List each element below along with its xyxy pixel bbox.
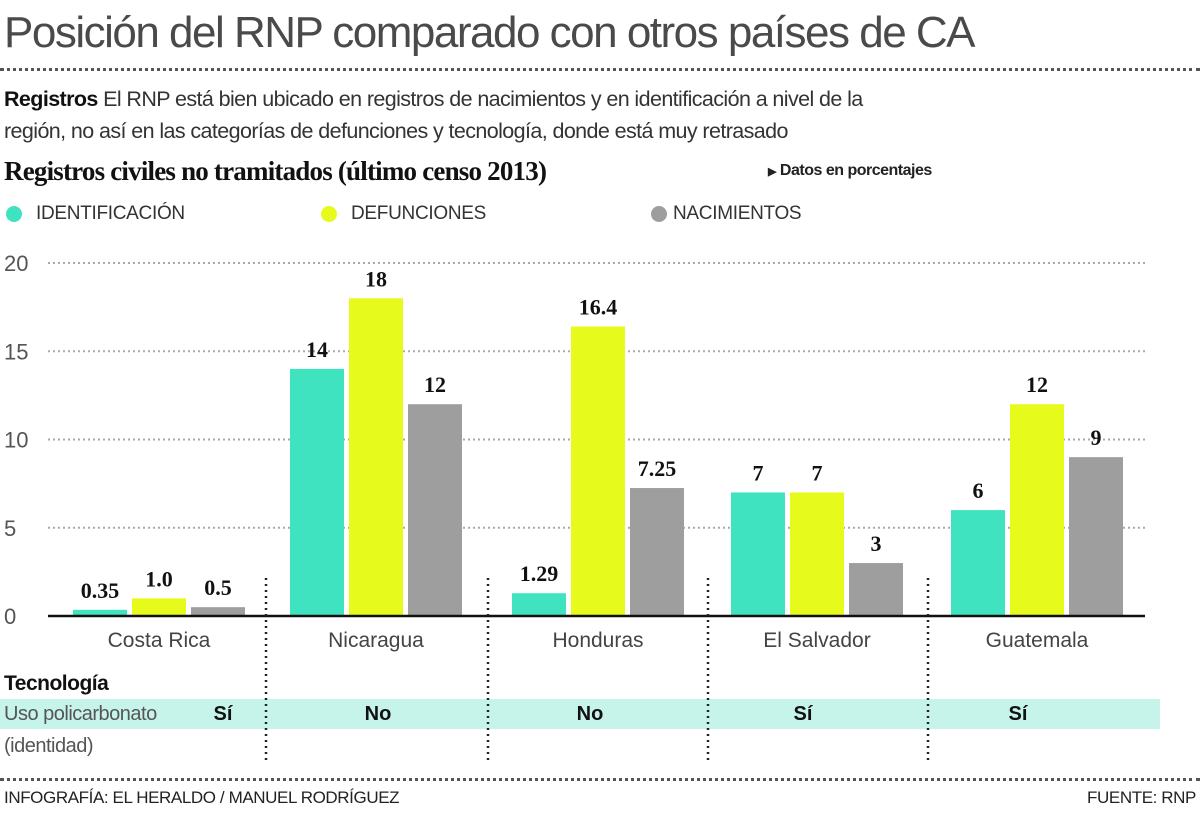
bar-identificación	[73, 609, 127, 616]
technology-label: Uso policarbonato	[4, 703, 157, 725]
credit: INFOGRAFÍA: EL HERALDO / MANUEL RODRÍGUE…	[4, 788, 400, 807]
y-tick-label: 5	[4, 516, 16, 541]
bar-identificación	[951, 510, 1005, 616]
category-label: Honduras	[552, 629, 643, 652]
data-label: 1.0	[145, 566, 173, 591]
technology-value: No	[364, 703, 392, 725]
intro-lead: Registros	[4, 87, 98, 111]
intro-text: El RNP está bien ubicado en registros de…	[97, 87, 863, 111]
legend-dot-icon	[651, 206, 667, 222]
legend-label: NACIMIENTOS	[673, 203, 802, 224]
intro-line-1: Registros El RNP está bien ubicado en re…	[4, 87, 863, 112]
legend-dot-icon	[321, 206, 337, 222]
legend-item-defunciones: DEFUNCIONES	[321, 203, 486, 225]
page-title: Posición del RNP comparado con otros paí…	[4, 8, 976, 57]
data-label: 12	[1026, 372, 1048, 397]
category-label: Nicaragua	[328, 629, 424, 652]
technology-label-sub: (identidad)	[4, 735, 94, 757]
data-label: 0.5	[204, 575, 232, 600]
legend-item-identificacion: IDENTIFICACIÓN	[6, 203, 185, 225]
bar-defunciones	[349, 298, 403, 616]
bar-identificación	[512, 593, 566, 616]
unit-note-text: Datos en porcentajes	[779, 162, 932, 179]
data-label: 9	[1091, 425, 1102, 450]
data-label: 7	[753, 460, 764, 485]
intro-line-2: región, no así en las categorías de defu…	[4, 119, 788, 143]
bar-defunciones	[571, 326, 625, 616]
chart-title: Registros civiles no tramitados (último …	[4, 156, 547, 186]
data-label: 3	[871, 531, 882, 556]
category-label: Costa Rica	[108, 629, 211, 652]
bar-nacimientos	[408, 404, 462, 616]
legend-item-nacimientos: NACIMIENTOS	[651, 203, 802, 225]
bar-defunciones	[790, 492, 844, 616]
triangle-icon: ▶	[768, 166, 776, 178]
bar-nacimientos	[630, 488, 684, 616]
divider	[0, 68, 1200, 71]
data-label: 16.4	[579, 295, 618, 320]
y-tick-label: 20	[4, 251, 28, 276]
bar-defunciones	[132, 598, 186, 616]
technology-value: Sí	[213, 703, 233, 725]
bar-identificación	[731, 492, 785, 616]
technology-value: Sí	[793, 703, 813, 725]
data-label: 14	[306, 337, 328, 362]
y-tick-label: 0	[4, 604, 16, 629]
data-label: 7	[812, 460, 823, 485]
data-label: 12	[424, 372, 446, 397]
data-label: 7.25	[638, 456, 677, 481]
technology-band	[0, 699, 1160, 729]
bar-nacimientos	[1069, 457, 1123, 616]
bar-nacimientos	[849, 563, 903, 616]
category-label: El Salvador	[763, 629, 870, 652]
unit-note: ▶ Datos en porcentajes	[768, 162, 932, 180]
y-tick-label: 15	[4, 339, 28, 364]
bar-identificación	[290, 368, 344, 616]
data-label: 6	[973, 478, 984, 503]
source: FUENTE: RNP	[1087, 788, 1196, 807]
data-label: 18	[365, 266, 387, 291]
legend-dot-icon	[6, 206, 22, 222]
y-tick-label: 10	[4, 428, 28, 453]
legend-label: IDENTIFICACIÓN	[36, 203, 185, 224]
bar-defunciones	[1010, 404, 1064, 616]
technology-title: Tecnología	[4, 672, 109, 695]
divider	[0, 778, 1200, 781]
legend-label: DEFUNCIONES	[351, 203, 486, 224]
data-label: 0.35	[81, 578, 120, 603]
technology-value: Sí	[1008, 703, 1028, 725]
bar-nacimientos	[191, 607, 245, 616]
data-label: 1.29	[520, 561, 559, 586]
technology-value: No	[576, 703, 604, 725]
category-label: Guatemala	[986, 629, 1089, 652]
